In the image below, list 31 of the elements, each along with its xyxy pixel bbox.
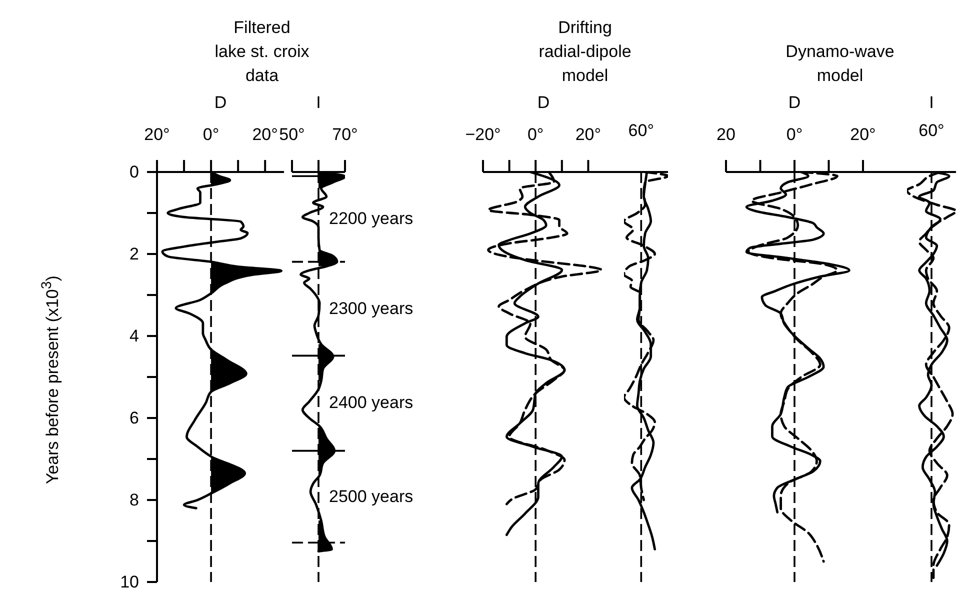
- text: 60°: [627, 120, 656, 142]
- x-tick-label: 0°: [202, 125, 220, 144]
- x-tick-label: 20°: [144, 125, 170, 144]
- text: 60°: [918, 120, 946, 142]
- chart-title: Drifting radial-dipole model: [538, 17, 632, 87]
- annotation: 2500 years: [329, 486, 414, 508]
- x-tick-label: 70°: [332, 125, 358, 144]
- x-tick-label: 50°: [279, 125, 305, 144]
- x-axis-title: D: [787, 92, 802, 114]
- x-tick-label: 0°: [527, 125, 544, 144]
- y-tick-label: 0: [130, 162, 139, 182]
- chart-title: Filtered lake st. croix data: [214, 17, 310, 87]
- x-axis-title: I: [315, 92, 322, 114]
- y-tick-label: 4: [130, 326, 139, 346]
- x-axis-title: I: [928, 92, 935, 114]
- y-tick-label: 8: [130, 490, 139, 510]
- x-tick-label: 20°: [575, 125, 602, 144]
- x-tick-label: 20°: [850, 125, 876, 144]
- x-tick-label: −20°: [465, 125, 501, 144]
- x-tick-label: 0°: [786, 125, 803, 144]
- x-axis-title: D: [213, 92, 228, 114]
- x-tick-label: 20°: [252, 125, 278, 144]
- y-tick-label: 6: [130, 408, 139, 428]
- annotation: 2200 years: [329, 208, 414, 230]
- y-tick-label: 2: [130, 244, 139, 264]
- x-axis-title: D: [536, 92, 551, 114]
- chart-title: Dynamo-wave model: [784, 41, 896, 87]
- y-tick-label: 10: [120, 572, 139, 592]
- annotation: 2400 years: [329, 392, 414, 414]
- annotation: 2300 years: [329, 298, 414, 320]
- x-tick-label: 20: [716, 125, 736, 144]
